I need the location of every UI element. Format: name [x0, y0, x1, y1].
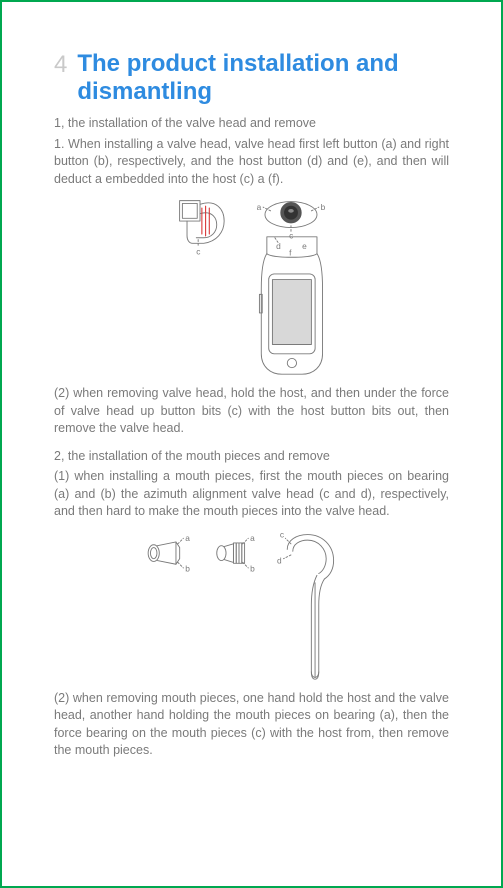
page-content: 4 The product installation and dismantli…: [2, 2, 501, 803]
diagram1-label-b: b: [320, 202, 325, 212]
diagram-2-svg: a b a b: [122, 529, 382, 682]
diagram2-label-a2: a: [250, 533, 255, 543]
diagram1-label-f: f: [289, 248, 292, 258]
paragraph-3: (2) when removing valve head, hold the h…: [54, 385, 449, 438]
diagram2-label-a1: a: [185, 533, 190, 543]
diagram-1-svg: c a b c: [122, 196, 382, 377]
diagram2-label-b1: b: [185, 563, 190, 573]
diagram1-label-a: a: [256, 202, 261, 212]
diagram1-label-d: d: [276, 241, 281, 251]
diagram-1: c a b c: [54, 196, 449, 377]
paragraph-4: 2, the installation of the mouth pieces …: [54, 448, 449, 466]
heading-title: The product installation and dismantling: [77, 50, 449, 105]
diagram2-label-d: d: [277, 555, 282, 565]
paragraph-2: 1. When installing a valve head, valve h…: [54, 136, 449, 189]
paragraph-1: 1, the installation of the valve head an…: [54, 115, 449, 133]
section-heading: 4 The product installation and dismantli…: [54, 50, 449, 105]
diagram1-label-c1: c: [196, 247, 200, 257]
diagram2-label-b2: b: [250, 563, 255, 573]
diagram2-label-c: c: [279, 529, 283, 539]
paragraph-6: (2) when removing mouth pieces, one hand…: [54, 690, 449, 760]
diagram1-label-e: e: [302, 241, 307, 251]
paragraph-5: (1) when installing a mouth pieces, firs…: [54, 468, 449, 521]
heading-number: 4: [54, 50, 67, 78]
diagram1-label-c2: c: [289, 231, 293, 241]
diagram-2: a b a b: [54, 529, 449, 682]
